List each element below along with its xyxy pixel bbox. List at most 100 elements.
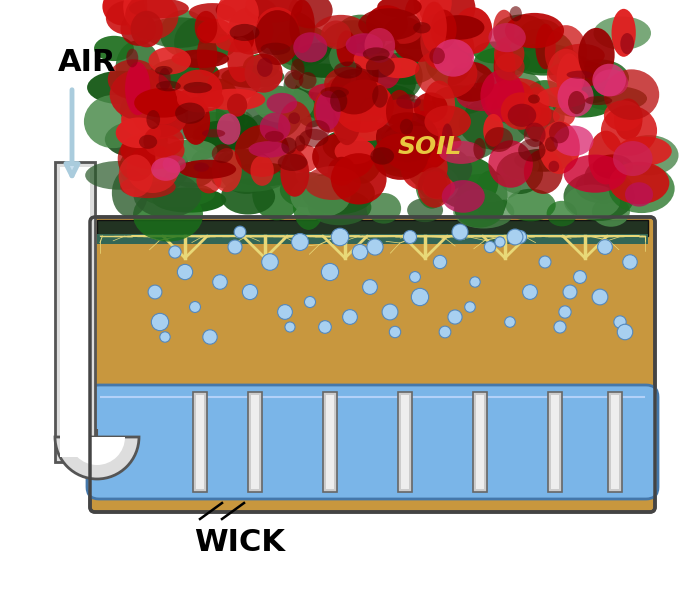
Ellipse shape xyxy=(293,63,352,93)
Circle shape xyxy=(331,229,349,246)
Text: SOIL: SOIL xyxy=(398,135,462,159)
Ellipse shape xyxy=(125,62,150,115)
Ellipse shape xyxy=(183,82,212,93)
Ellipse shape xyxy=(435,156,499,209)
Circle shape xyxy=(505,317,515,327)
Ellipse shape xyxy=(418,166,459,202)
Ellipse shape xyxy=(151,157,181,181)
Ellipse shape xyxy=(447,62,495,102)
Ellipse shape xyxy=(474,47,530,78)
Ellipse shape xyxy=(334,139,375,164)
Ellipse shape xyxy=(289,112,300,124)
Ellipse shape xyxy=(174,17,228,69)
Ellipse shape xyxy=(109,69,174,121)
Ellipse shape xyxy=(391,24,436,50)
Ellipse shape xyxy=(421,2,447,53)
Ellipse shape xyxy=(152,108,208,140)
Ellipse shape xyxy=(280,172,334,207)
Ellipse shape xyxy=(415,158,448,209)
Ellipse shape xyxy=(189,3,236,22)
Ellipse shape xyxy=(278,101,313,153)
Ellipse shape xyxy=(501,152,539,179)
Ellipse shape xyxy=(129,0,189,18)
Ellipse shape xyxy=(203,89,265,111)
Ellipse shape xyxy=(133,92,188,137)
Ellipse shape xyxy=(611,9,636,57)
Ellipse shape xyxy=(219,149,274,194)
Bar xyxy=(608,392,622,492)
Ellipse shape xyxy=(454,189,505,227)
Text: WICK: WICK xyxy=(194,528,285,557)
Ellipse shape xyxy=(207,67,261,101)
Circle shape xyxy=(404,230,417,243)
Ellipse shape xyxy=(370,147,394,165)
Ellipse shape xyxy=(218,149,263,169)
Bar xyxy=(55,162,95,462)
Ellipse shape xyxy=(422,176,455,200)
Circle shape xyxy=(539,256,551,268)
Ellipse shape xyxy=(342,131,382,184)
Ellipse shape xyxy=(334,62,363,79)
Ellipse shape xyxy=(537,86,588,108)
Circle shape xyxy=(213,275,227,289)
Ellipse shape xyxy=(409,111,438,132)
Ellipse shape xyxy=(367,193,401,224)
Circle shape xyxy=(470,277,480,287)
Ellipse shape xyxy=(418,167,451,208)
Ellipse shape xyxy=(593,155,633,179)
Ellipse shape xyxy=(246,0,303,19)
Ellipse shape xyxy=(230,24,259,41)
Ellipse shape xyxy=(392,150,428,177)
Ellipse shape xyxy=(483,114,503,147)
Ellipse shape xyxy=(400,119,413,135)
Ellipse shape xyxy=(459,98,531,150)
Bar xyxy=(196,395,204,489)
Ellipse shape xyxy=(423,115,447,165)
Ellipse shape xyxy=(434,86,472,109)
Ellipse shape xyxy=(304,166,361,200)
Ellipse shape xyxy=(372,85,388,108)
Ellipse shape xyxy=(336,15,385,53)
Ellipse shape xyxy=(334,121,393,141)
Ellipse shape xyxy=(194,162,209,172)
Ellipse shape xyxy=(94,36,134,61)
Ellipse shape xyxy=(373,133,428,180)
Ellipse shape xyxy=(331,127,393,164)
Ellipse shape xyxy=(514,149,573,172)
Ellipse shape xyxy=(424,32,469,71)
Circle shape xyxy=(285,322,295,332)
Ellipse shape xyxy=(528,95,540,104)
Ellipse shape xyxy=(524,123,546,147)
Ellipse shape xyxy=(215,91,246,139)
Ellipse shape xyxy=(366,5,408,41)
Ellipse shape xyxy=(134,88,192,118)
Ellipse shape xyxy=(261,43,290,55)
Circle shape xyxy=(382,304,398,320)
Ellipse shape xyxy=(425,34,472,86)
Ellipse shape xyxy=(594,69,628,96)
Ellipse shape xyxy=(495,53,525,81)
Ellipse shape xyxy=(449,28,475,69)
Ellipse shape xyxy=(137,132,170,182)
Ellipse shape xyxy=(435,90,466,120)
Ellipse shape xyxy=(333,93,361,145)
Ellipse shape xyxy=(227,37,254,82)
Circle shape xyxy=(321,263,339,281)
Ellipse shape xyxy=(234,23,254,53)
Ellipse shape xyxy=(196,167,222,194)
Circle shape xyxy=(367,239,383,255)
Circle shape xyxy=(614,316,626,328)
Ellipse shape xyxy=(217,114,241,144)
Ellipse shape xyxy=(144,125,184,157)
Ellipse shape xyxy=(148,47,191,75)
Ellipse shape xyxy=(121,100,186,139)
Ellipse shape xyxy=(386,90,413,133)
Ellipse shape xyxy=(321,86,349,98)
Ellipse shape xyxy=(553,95,611,118)
Ellipse shape xyxy=(120,11,156,46)
Ellipse shape xyxy=(133,173,201,218)
Ellipse shape xyxy=(202,129,225,137)
Ellipse shape xyxy=(545,137,558,152)
Ellipse shape xyxy=(250,155,274,186)
Ellipse shape xyxy=(592,64,626,96)
